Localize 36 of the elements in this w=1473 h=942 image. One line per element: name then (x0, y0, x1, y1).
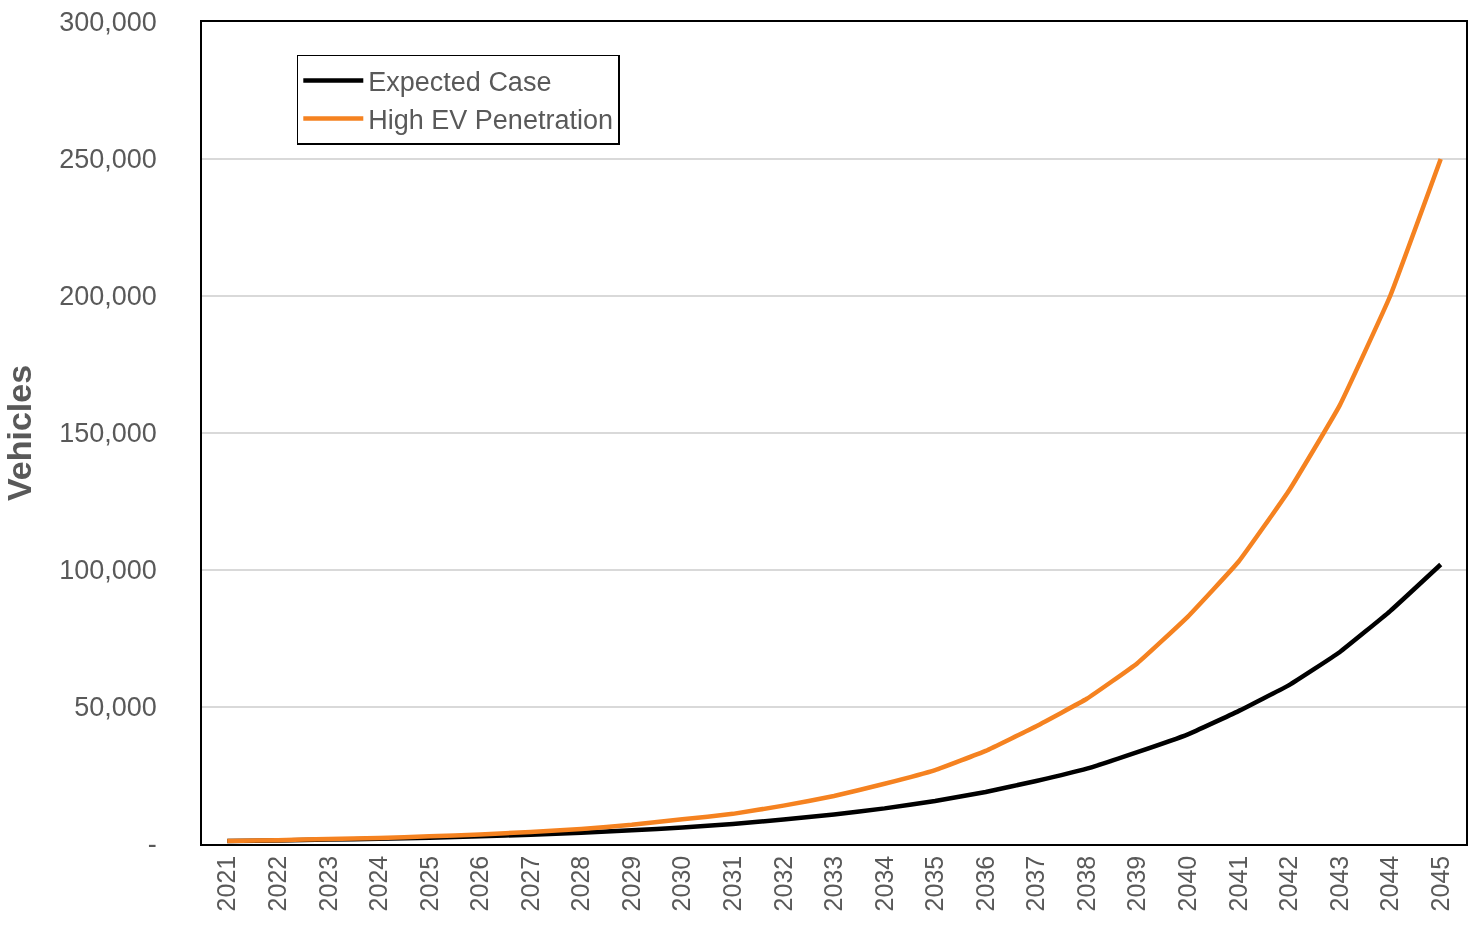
x-tick-label: 2023 (313, 855, 342, 912)
x-tick-label: 2042 (1274, 855, 1303, 912)
x-tick-label: 2025 (414, 855, 443, 912)
x-tick-label: 2037 (1021, 855, 1050, 912)
x-tick-label: 2035 (920, 855, 949, 912)
x-tick-label: 2032 (768, 855, 797, 912)
y-tick-label: 200,000 (59, 281, 157, 312)
x-tick-label: 2041 (1223, 855, 1252, 912)
x-tick-label: 2038 (1071, 855, 1100, 912)
x-tick-label: 2022 (262, 855, 291, 912)
y-axis-title: Vehicles (0, 364, 38, 502)
y-tick-label: 100,000 (59, 555, 157, 586)
x-tick-label: 2033 (819, 855, 848, 912)
x-tick-label: 2024 (364, 855, 393, 912)
x-tick-label: 2039 (1122, 855, 1151, 912)
x-tick-label: 2028 (566, 855, 595, 912)
x-tick-label: 2040 (1173, 855, 1202, 912)
x-tick-label: 2034 (869, 855, 898, 912)
x-tick-label: 2021 (212, 855, 241, 912)
legend-label: Expected Case (368, 66, 552, 97)
y-tick-label: - (147, 829, 157, 860)
x-tick-label: 2044 (1375, 855, 1404, 912)
x-tick-label: 2029 (616, 855, 645, 912)
legend-label: High EV Penetration (368, 105, 613, 136)
x-tick-label: 2031 (718, 855, 747, 912)
x-tick-label: 2045 (1425, 855, 1454, 912)
line-series (225, 156, 1443, 844)
x-tick-label: 2027 (515, 855, 544, 912)
x-tick-label: 2026 (465, 855, 494, 912)
x-tick-label: 2036 (970, 855, 999, 912)
y-tick-label: 300,000 (59, 7, 157, 38)
y-tick-label: 50,000 (74, 692, 157, 723)
x-tick-label: 2030 (667, 855, 696, 912)
y-tick-label: 150,000 (59, 418, 157, 449)
y-tick-label: 250,000 (59, 144, 157, 175)
x-tick-label: 2043 (1324, 855, 1353, 912)
